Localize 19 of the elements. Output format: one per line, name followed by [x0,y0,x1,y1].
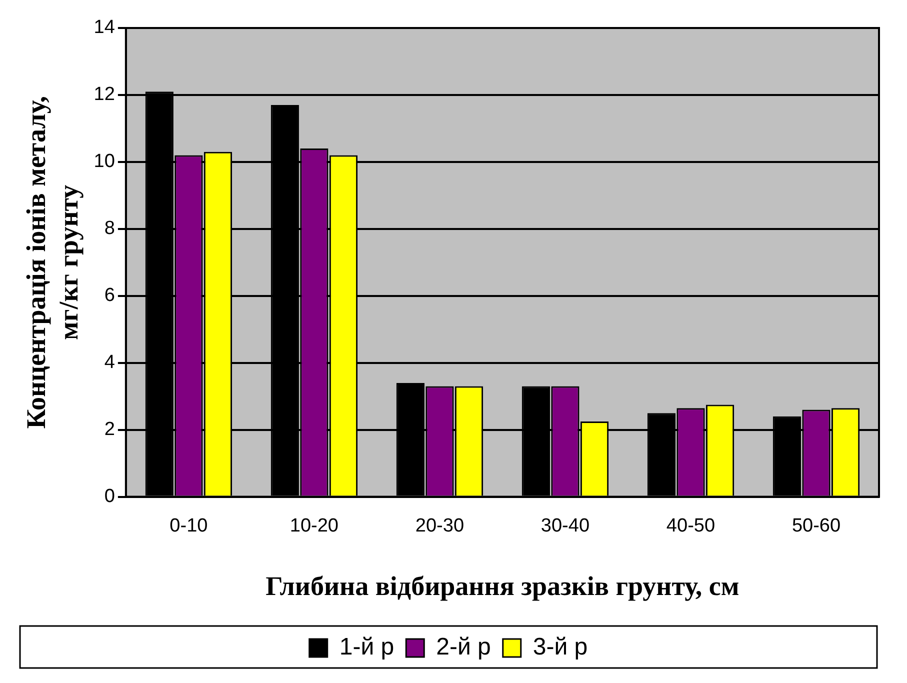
y-tick-label: 12 [94,84,115,106]
x-tick-label: 30-40 [540,515,590,536]
y-tick-label: 14 [94,17,116,38]
x-tick-label: 40-50 [666,515,716,536]
y-tick-label: 8 [104,218,115,240]
y-tick-label: 6 [104,285,115,306]
x-axis-title: Глибина відбирання зразків грунту, см [266,570,740,601]
y-tick-label: 0 [104,486,115,508]
legend-label: 3-й р [532,634,588,661]
x-tick-label: 50-60 [792,515,841,536]
y-tick-label: 2 [104,419,115,440]
y-tick-label: 4 [104,352,116,374]
y-axis-title: Концентрація іонів металу, мг/кг грунту [21,96,84,429]
x-tick-label: 20-30 [415,515,464,536]
legend-label: 1-й р [339,634,394,661]
legend-label: 2-й р [436,634,491,661]
x-tick-label: 0-10 [170,515,208,536]
x-tick-label: 10-20 [290,515,339,536]
y-tick-label: 10 [94,151,115,172]
